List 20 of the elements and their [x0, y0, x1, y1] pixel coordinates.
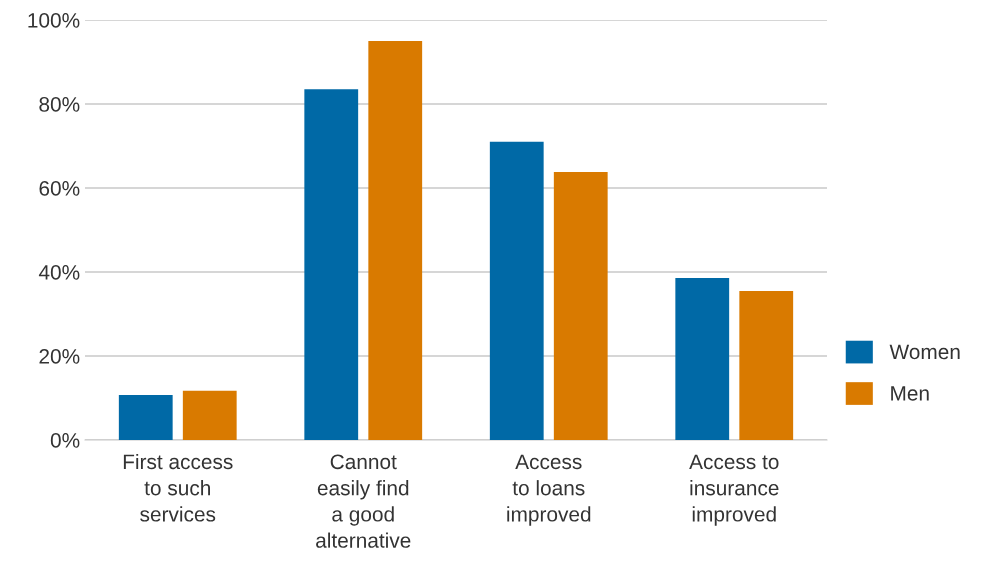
y-tick-label: 20% — [39, 349, 80, 364]
bar — [553, 172, 608, 440]
bar — [739, 290, 794, 440]
bar — [368, 41, 423, 440]
y-tick-label: 60% — [39, 181, 80, 196]
y-tick-label: 40% — [38, 265, 80, 280]
legend-label: Women — [889, 344, 960, 360]
y-tick-label: 0% — [50, 433, 80, 448]
x-tick-label: Access to loans improved — [507, 454, 591, 526]
bar — [489, 141, 544, 440]
bar — [118, 395, 173, 440]
y-tick-label: 100% — [28, 13, 80, 28]
x-tick-label: Access to insurance improved — [689, 454, 779, 526]
bar — [675, 277, 730, 440]
x-tick-label: Cannot easily find a good alternative — [316, 454, 411, 548]
x-tick-label: First access to such services — [123, 453, 233, 522]
bar — [304, 89, 359, 440]
bar — [182, 390, 237, 440]
y-tick-label: 80% — [39, 97, 80, 112]
legend-label: Men — [891, 386, 929, 401]
